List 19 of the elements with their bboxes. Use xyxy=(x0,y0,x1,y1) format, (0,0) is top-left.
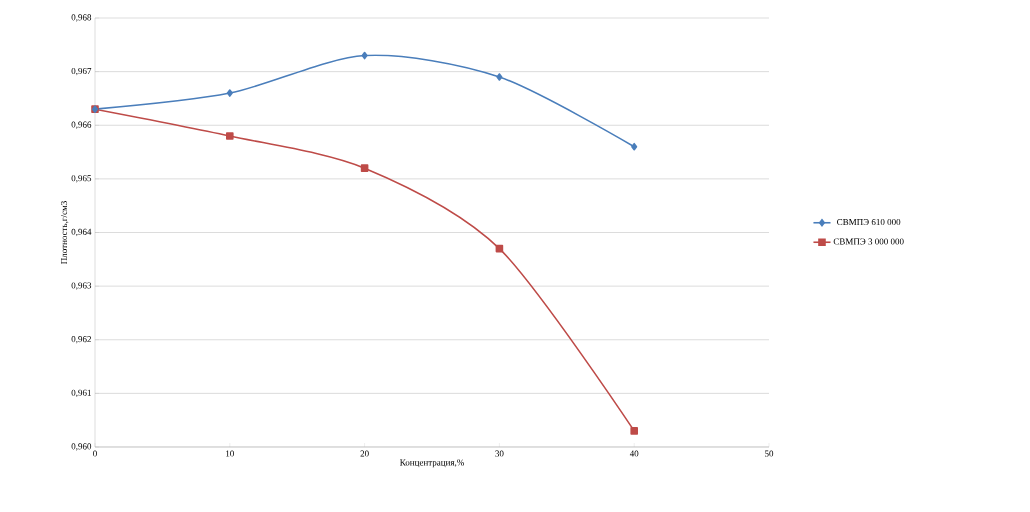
y-tick-label: 0,963 xyxy=(71,282,92,290)
y-axis-title: Плотность,г/см3 xyxy=(61,201,69,264)
y-tick-label: 0,965 xyxy=(71,175,92,183)
x-tick-label: 0 xyxy=(93,450,97,457)
legend-label: СВМПЭ 3 000 000 xyxy=(833,238,904,245)
y-tick-label: 0,962 xyxy=(71,336,91,344)
x-tick-label: 10 xyxy=(226,450,234,457)
x-axis-title: Концентрация,% xyxy=(399,459,464,468)
x-tick-label: 40 xyxy=(629,450,639,457)
legend-label: СВМПЭ 610 000 xyxy=(837,219,901,226)
y-tick-label: 0,966 xyxy=(71,121,92,129)
y-tick-label: 0,961 xyxy=(71,389,91,398)
x-tick-label: 50 xyxy=(765,450,774,457)
y-tick-label: 0,967 xyxy=(71,67,92,76)
x-tick-label: 20 xyxy=(360,450,369,457)
y-tick-label: 0,968 xyxy=(71,14,92,22)
y-tick-label: 0,964 xyxy=(71,228,92,237)
x-tick-label: 30 xyxy=(495,450,504,457)
y-tick-label: 0,960 xyxy=(71,443,92,451)
